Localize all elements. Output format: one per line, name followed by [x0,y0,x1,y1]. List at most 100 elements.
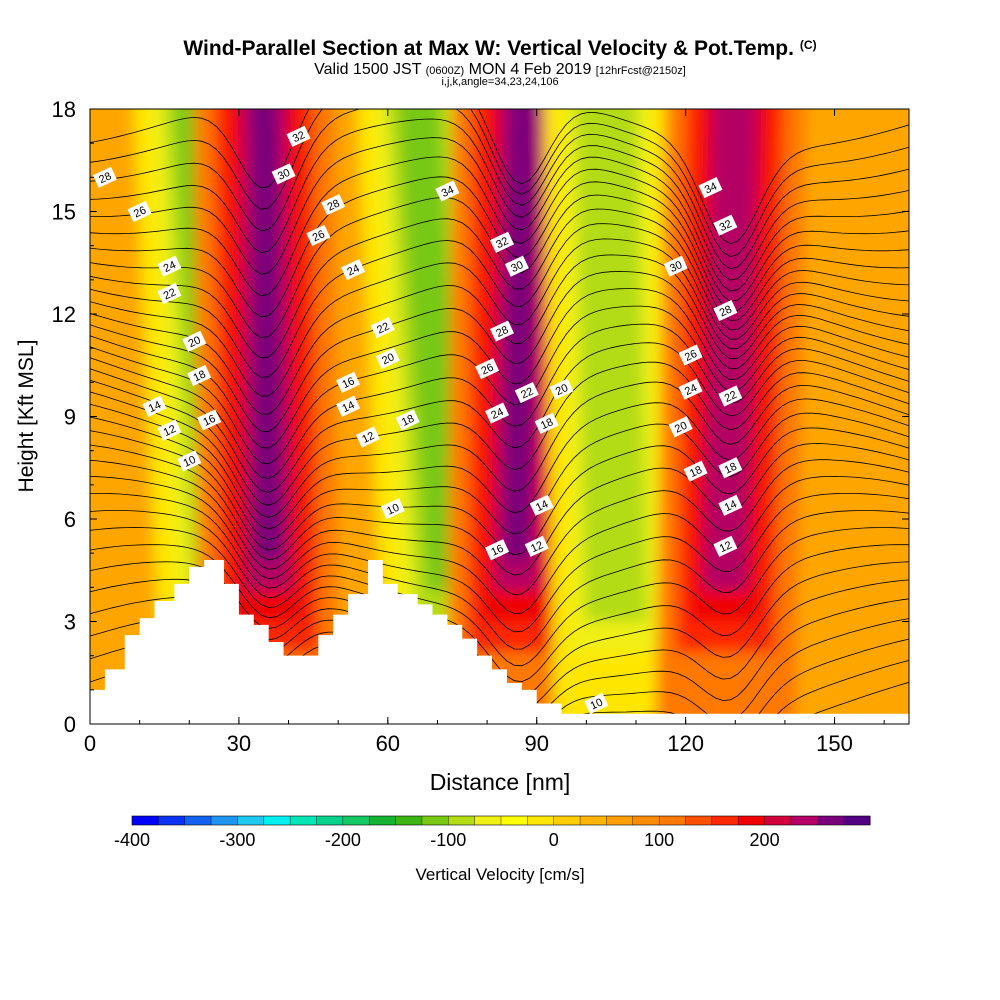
contour-label-text: 10 [385,502,401,518]
contour-label-box [718,385,743,407]
contour-label-text: 14 [534,498,550,514]
contour-label-text: 14 [340,399,356,415]
colorbar-tick-label: -400 [114,830,150,850]
contour-label-text: 26 [311,228,327,244]
contour-label-text: 30 [509,259,525,275]
pot-temp-contour [90,361,909,506]
colorbar-tick-label: -300 [219,830,255,850]
y-tick-label: 18 [52,97,76,122]
colorbar-swatch [369,816,397,825]
contour-label-box [514,382,539,404]
colorbar-tick-label: 200 [750,830,780,850]
y-tick-label: 3 [64,610,76,635]
contour-label-box [182,330,207,352]
colorbar-swatch [580,816,607,825]
contour-label-text: 32 [494,235,510,251]
contour-label-box [713,300,738,322]
contour-label: 12 [524,535,549,557]
contour-label: 24 [341,259,366,281]
colorbar: -400 -300 -200 -100 0 100 200 [114,815,871,850]
contour-label-text: 10 [182,454,198,470]
pot-temp-contour [90,208,909,359]
chart-title-tag: (C) [799,38,817,52]
contour-label-box [395,409,420,431]
colorbar-tick-label: 0 [549,830,559,850]
contour-label-text: 20 [380,351,396,367]
pot-temp-contour [90,137,909,292]
contour-label: 12 [355,426,380,448]
contour-label-box [584,692,609,715]
colorbar-swatch [158,816,186,825]
y-tick-label: 0 [64,712,76,737]
colorbar-swatch [553,816,581,825]
contour-label-box [489,320,515,342]
contour-label: 26 [678,344,703,366]
x-tick-label: 150 [816,731,853,756]
pot-temp-contour [90,305,909,465]
contour-label-box [127,200,152,223]
contour-label: 32 [489,231,515,253]
contour-label: 14 [718,494,743,516]
contour-label-text: 22 [375,321,391,337]
contour-label: 22 [157,282,182,305]
contour-label-box [435,180,460,202]
contour-label-text: 34 [703,180,719,196]
contour-label-box [718,457,743,479]
contour-label-box [484,539,510,561]
pot-temp-contour [90,238,909,397]
contour-label: 14 [529,494,554,516]
colorbar-swatch [290,816,317,825]
contour-label-box [678,378,703,400]
contour-label: 18 [187,364,212,387]
subtitle-forecast: [12hrFcst@2150z] [595,65,686,77]
velocity-band-4-level-2 [575,109,648,622]
contour-label: 26 [475,358,500,380]
pot-temp-contour [90,342,909,493]
contour-label-text: 12 [360,430,376,446]
contour-label-box [271,163,296,185]
contour-label-box [529,494,554,516]
contour-label-text: 16 [340,375,356,391]
velocity-band-1-level-4 [251,109,282,560]
contour-label: 22 [514,382,539,404]
contour-label-box [489,231,515,253]
contour-label-text: 32 [291,129,307,145]
contour-label: 20 [549,378,574,400]
contour-label: 34 [435,180,460,202]
colorbar-swatch [448,816,476,825]
contour-label-text: 30 [276,167,292,183]
x-tick-label: 90 [524,731,548,756]
colorbar-swatch [817,816,845,825]
subtitle-valid: Valid 1500 JST [314,61,422,78]
terrain [90,560,909,724]
contour-label-box [698,177,723,199]
colorbar-tick-label: 100 [644,830,674,850]
contour-label: 20 [182,330,207,352]
contour-label-box [92,166,117,188]
pot-temp-contour [90,223,909,378]
colorbar-swatch [843,816,871,825]
contour-label-box [142,395,167,417]
colorbar-swatch [632,816,660,825]
contour-label: 18 [534,412,559,434]
contour-label-text: 28 [97,170,113,186]
colorbar-swatch [738,816,766,825]
contour-label: 30 [271,163,296,185]
colorbar-swatch [316,816,344,825]
contour-label-text: 28 [326,198,342,214]
contour-label-box [177,450,202,472]
contour-label-text: 24 [345,262,361,278]
contour-label: 24 [484,402,510,424]
contour-label: 16 [336,371,361,393]
contour-label-text: 26 [132,204,148,220]
pot-temp-contour [90,109,909,258]
pot-temp-contour [90,109,909,270]
pot-temp-contour [90,527,909,667]
contour-label-box [534,412,559,434]
y-tick-label: 6 [64,507,76,532]
pot-temp-contour [90,475,909,615]
contour-label-text: 16 [201,413,217,429]
colorbar-swatch [263,816,291,825]
colorbar-swatch [184,816,212,825]
